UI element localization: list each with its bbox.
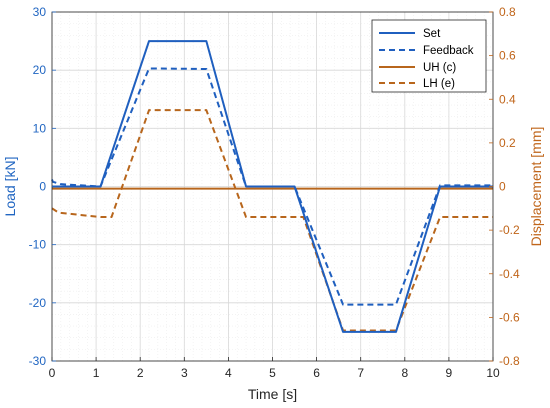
x-tick-label: 8 xyxy=(401,366,408,380)
y-left-tick-label: 0 xyxy=(39,180,46,194)
y-left-tick-label: 20 xyxy=(33,63,47,77)
y-right-tick-label: -0.6 xyxy=(499,310,520,324)
y-right-tick-label: -0.8 xyxy=(499,354,520,368)
legend-label-lh: LH (e) xyxy=(423,78,455,90)
y-left-tick-label: -10 xyxy=(29,238,47,252)
legend-label-feedback: Feedback xyxy=(423,45,474,57)
y-right-tick-label: 0 xyxy=(499,180,506,194)
legend-label-uh: UH (c) xyxy=(423,62,456,74)
x-axis-title: Time [s] xyxy=(248,386,297,402)
legend-label-set: Set xyxy=(423,28,441,40)
tick-marks xyxy=(51,11,494,362)
y-right-tick-label: 0.8 xyxy=(499,5,516,19)
x-tick-label: 7 xyxy=(357,366,364,380)
y-right-tick-label: 0.2 xyxy=(499,136,516,150)
y-right-tick-label: 0.4 xyxy=(499,92,516,106)
y-left-tick-labels: 30 20 10 0 -10 -20 -30 xyxy=(29,5,47,368)
x-tick-label: 4 xyxy=(225,366,232,380)
series-layer xyxy=(51,40,493,333)
x-tick-label: 0 xyxy=(49,366,56,380)
legend: Set Feedback UH (c) LH (e) xyxy=(371,19,487,93)
y-right-tick-labels: 0.8 0.6 0.4 0.2 0 -0.2 -0.4 -0.6 -0.8 xyxy=(499,5,520,368)
x-tick-label: 6 xyxy=(313,366,320,380)
y-right-tick-label: 0.6 xyxy=(499,49,516,63)
y-right-tick-label: -0.4 xyxy=(499,267,520,281)
y-right-axis-title: Displacement [mm] xyxy=(528,127,544,247)
x-tick-label: 5 xyxy=(269,366,276,380)
x-tick-labels: 0 1 2 3 4 5 6 7 8 9 10 xyxy=(49,366,500,380)
y-left-axis-title: Load [kN] xyxy=(2,157,18,217)
y-right-tick-label: -0.2 xyxy=(499,223,520,237)
y-left-tick-label: 10 xyxy=(33,121,47,135)
y-left-tick-label: -30 xyxy=(29,354,47,368)
x-tick-label: 9 xyxy=(446,366,453,380)
x-tick-label: 1 xyxy=(93,366,100,380)
x-tick-label: 3 xyxy=(181,366,188,380)
x-tick-label: 10 xyxy=(486,366,500,380)
y-left-tick-label: -20 xyxy=(29,296,47,310)
x-tick-label: 2 xyxy=(137,366,144,380)
y-left-tick-label: 30 xyxy=(33,5,47,19)
series-line-lh-e xyxy=(51,109,493,332)
series-line-set xyxy=(52,40,493,333)
